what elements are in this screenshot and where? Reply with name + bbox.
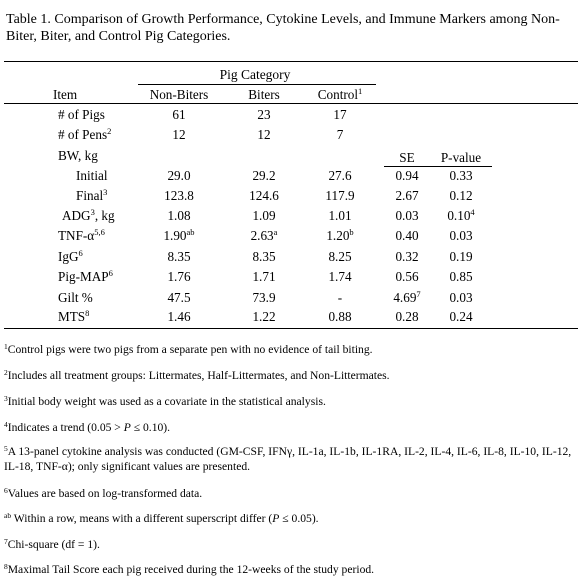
row-label: Pig-MAP6 <box>58 268 113 284</box>
cell-se: 4.697 <box>393 289 421 305</box>
group-underline <box>138 84 376 85</box>
cell-non-biters: 1.90ab <box>163 227 195 243</box>
cell-biters: 124.6 <box>249 188 279 203</box>
cell-pvalue: 0.03 <box>449 290 473 305</box>
cell-control: 27.6 <box>328 168 352 183</box>
cell-biters: 12 <box>257 127 271 142</box>
row-label: # of Pens2 <box>58 126 112 142</box>
row-label: IgG6 <box>58 248 83 264</box>
footnote: 7Chi-square (df = 1). <box>4 537 100 551</box>
col-header-biters: Biters <box>248 87 280 102</box>
cell-control: 17 <box>333 107 347 122</box>
cell-pvalue: 0.12 <box>449 188 473 203</box>
footnote: 3Initial body weight was used as a covar… <box>4 394 326 408</box>
cell-se: 0.56 <box>395 269 419 284</box>
cell-non-biters: 47.5 <box>167 290 191 305</box>
row-label: ADG3, kg <box>62 207 115 223</box>
footnote: 6Values are based on log-transformed dat… <box>4 486 203 500</box>
row-label: # of Pigs <box>58 107 105 122</box>
table-caption: Table 1. Comparison of Growth Performanc… <box>6 12 560 44</box>
footnote: 5A 13-panel cytokine analysis was conduc… <box>4 444 572 473</box>
cell-se: 0.03 <box>395 208 419 223</box>
footnote: 4Indicates a trend (0.05 > P ≤ 0.10). <box>4 420 171 434</box>
col-header-control: Control1 <box>317 86 363 102</box>
cell-se: 2.67 <box>395 188 419 203</box>
cell-biters: 1.22 <box>252 309 276 324</box>
cell-non-biters: 12 <box>172 127 186 142</box>
cell-pvalue: 0.19 <box>449 249 473 264</box>
cell-pvalue: 0.104 <box>447 207 475 223</box>
row-label: Gilt % <box>58 290 93 305</box>
cell-pvalue: 0.85 <box>449 269 473 284</box>
row-label: Initial <box>76 168 108 183</box>
cell-biters: 73.9 <box>252 290 276 305</box>
col-header-item: Item <box>53 87 78 102</box>
cell-non-biters: 1.46 <box>167 309 191 324</box>
cell-biters: 1.71 <box>252 269 276 284</box>
cell-control: 1.20b <box>326 227 354 243</box>
group-header: Pig Category <box>219 67 291 82</box>
cell-pvalue: 0.33 <box>449 168 473 183</box>
row-label: TNF-α5,6 <box>58 227 105 243</box>
cell-control: 117.9 <box>325 188 355 203</box>
cell-control: 0.88 <box>328 309 352 324</box>
footnote: 2Includes all treatment groups: Litterma… <box>4 368 390 382</box>
cell-biters: 1.09 <box>252 208 276 223</box>
cell-se: 0.40 <box>395 228 419 243</box>
cell-control: 1.01 <box>328 208 352 223</box>
cell-non-biters: 61 <box>172 107 186 122</box>
cell-pvalue: 0.24 <box>449 309 473 324</box>
cell-se: 0.32 <box>395 249 419 264</box>
footnote: 1Control pigs were two pigs from a separ… <box>4 342 373 356</box>
cell-se: 0.28 <box>395 309 419 324</box>
cell-control: 7 <box>336 127 344 142</box>
table-bottom-rule <box>4 328 578 329</box>
row-label: MTS8 <box>58 308 90 324</box>
header-bottom-rule <box>4 103 578 104</box>
cell-non-biters: 8.35 <box>167 249 191 264</box>
row-label: BW, kg <box>58 148 98 163</box>
footnote: 8Maximal Tail Score each pig received du… <box>4 562 375 576</box>
cell-biters: 2.63a <box>250 227 278 243</box>
cell-non-biters: 1.08 <box>167 208 191 223</box>
footnote: ab Within a row, means with a different … <box>4 511 319 525</box>
cell-control: 1.74 <box>328 269 352 284</box>
cell-non-biters: 1.76 <box>167 269 191 284</box>
cell-non-biters: 29.0 <box>167 168 191 183</box>
cell-pvalue: 0.03 <box>449 228 473 243</box>
cell-control: - <box>337 290 343 305</box>
col-header-pvalue: P-value <box>440 150 482 165</box>
cell-se: 0.94 <box>395 168 419 183</box>
se-pvalue-underline <box>384 166 492 167</box>
cell-biters: 29.2 <box>252 168 276 183</box>
col-header-se: SE <box>399 150 415 165</box>
cell-control: 8.25 <box>328 249 352 264</box>
cell-biters: 23 <box>257 107 271 122</box>
table-top-rule <box>4 61 578 62</box>
row-label: Final3 <box>76 187 108 203</box>
col-header-non-biters: Non-Biters <box>149 87 209 102</box>
cell-biters: 8.35 <box>252 249 276 264</box>
cell-non-biters: 123.8 <box>164 188 194 203</box>
